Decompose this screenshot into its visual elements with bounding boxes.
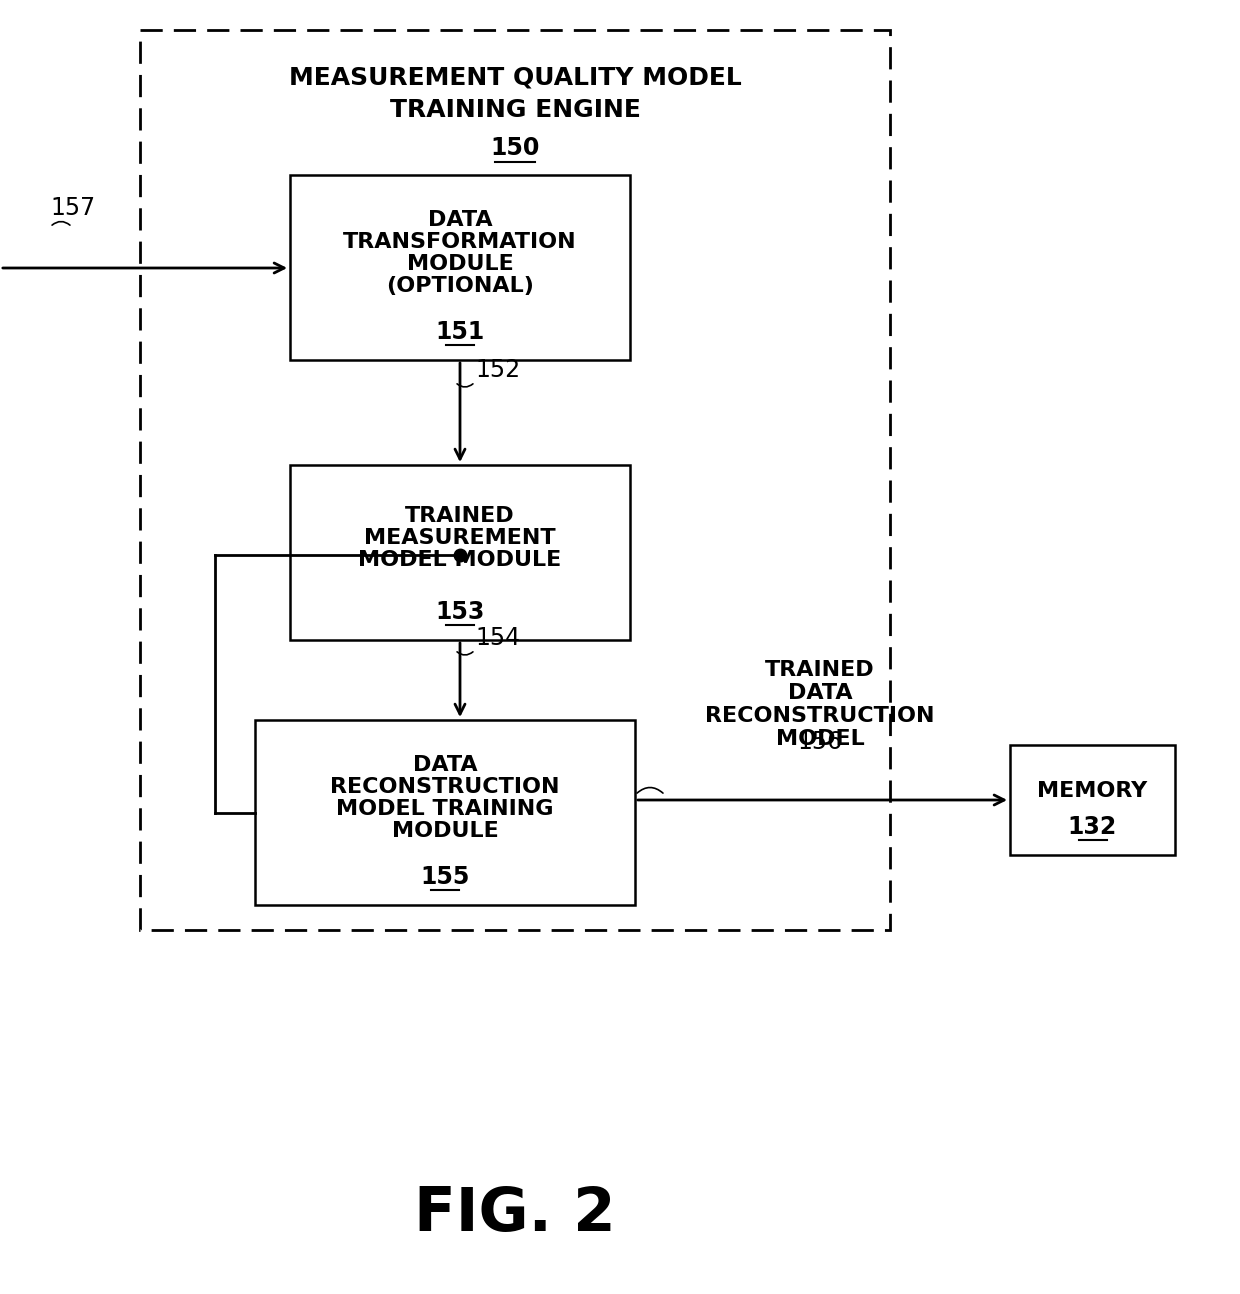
Text: MODEL TRAINING: MODEL TRAINING <box>336 798 554 819</box>
Text: DATA: DATA <box>413 754 477 775</box>
Text: 155: 155 <box>420 864 470 889</box>
Text: MEMORY: MEMORY <box>1038 782 1148 801</box>
Text: MODEL: MODEL <box>776 729 864 749</box>
Text: MODEL MODULE: MODEL MODULE <box>358 550 562 571</box>
Text: 154: 154 <box>475 626 520 650</box>
Text: 157: 157 <box>50 195 95 220</box>
Bar <box>1011 745 1176 855</box>
Text: DATA: DATA <box>428 210 492 230</box>
Bar <box>140 30 890 930</box>
Text: MODULE: MODULE <box>407 254 513 274</box>
Text: FIG. 2: FIG. 2 <box>414 1184 616 1244</box>
Text: DATA: DATA <box>787 683 852 703</box>
Text: MEASUREMENT: MEASUREMENT <box>365 528 556 549</box>
Text: RECONSTRUCTION: RECONSTRUCTION <box>330 776 559 797</box>
Bar <box>255 719 635 905</box>
Text: TRAINED: TRAINED <box>765 660 874 681</box>
Text: MODULE: MODULE <box>392 820 498 841</box>
Text: TRAINING ENGINE: TRAINING ENGINE <box>389 98 640 122</box>
Text: RECONSTRUCTION: RECONSTRUCTION <box>706 707 935 726</box>
Text: 152: 152 <box>475 358 520 382</box>
Text: 132: 132 <box>1068 815 1117 839</box>
Text: 151: 151 <box>435 320 485 344</box>
Text: (OPTIONAL): (OPTIONAL) <box>386 276 534 296</box>
Text: 156: 156 <box>797 730 842 754</box>
Text: 150: 150 <box>490 136 539 160</box>
Text: 153: 153 <box>435 600 485 624</box>
Text: TRAINED: TRAINED <box>405 506 515 527</box>
Text: MEASUREMENT QUALITY MODEL: MEASUREMENT QUALITY MODEL <box>289 66 742 91</box>
Bar <box>290 175 630 360</box>
Bar <box>290 465 630 641</box>
Text: TRANSFORMATION: TRANSFORMATION <box>343 232 577 252</box>
